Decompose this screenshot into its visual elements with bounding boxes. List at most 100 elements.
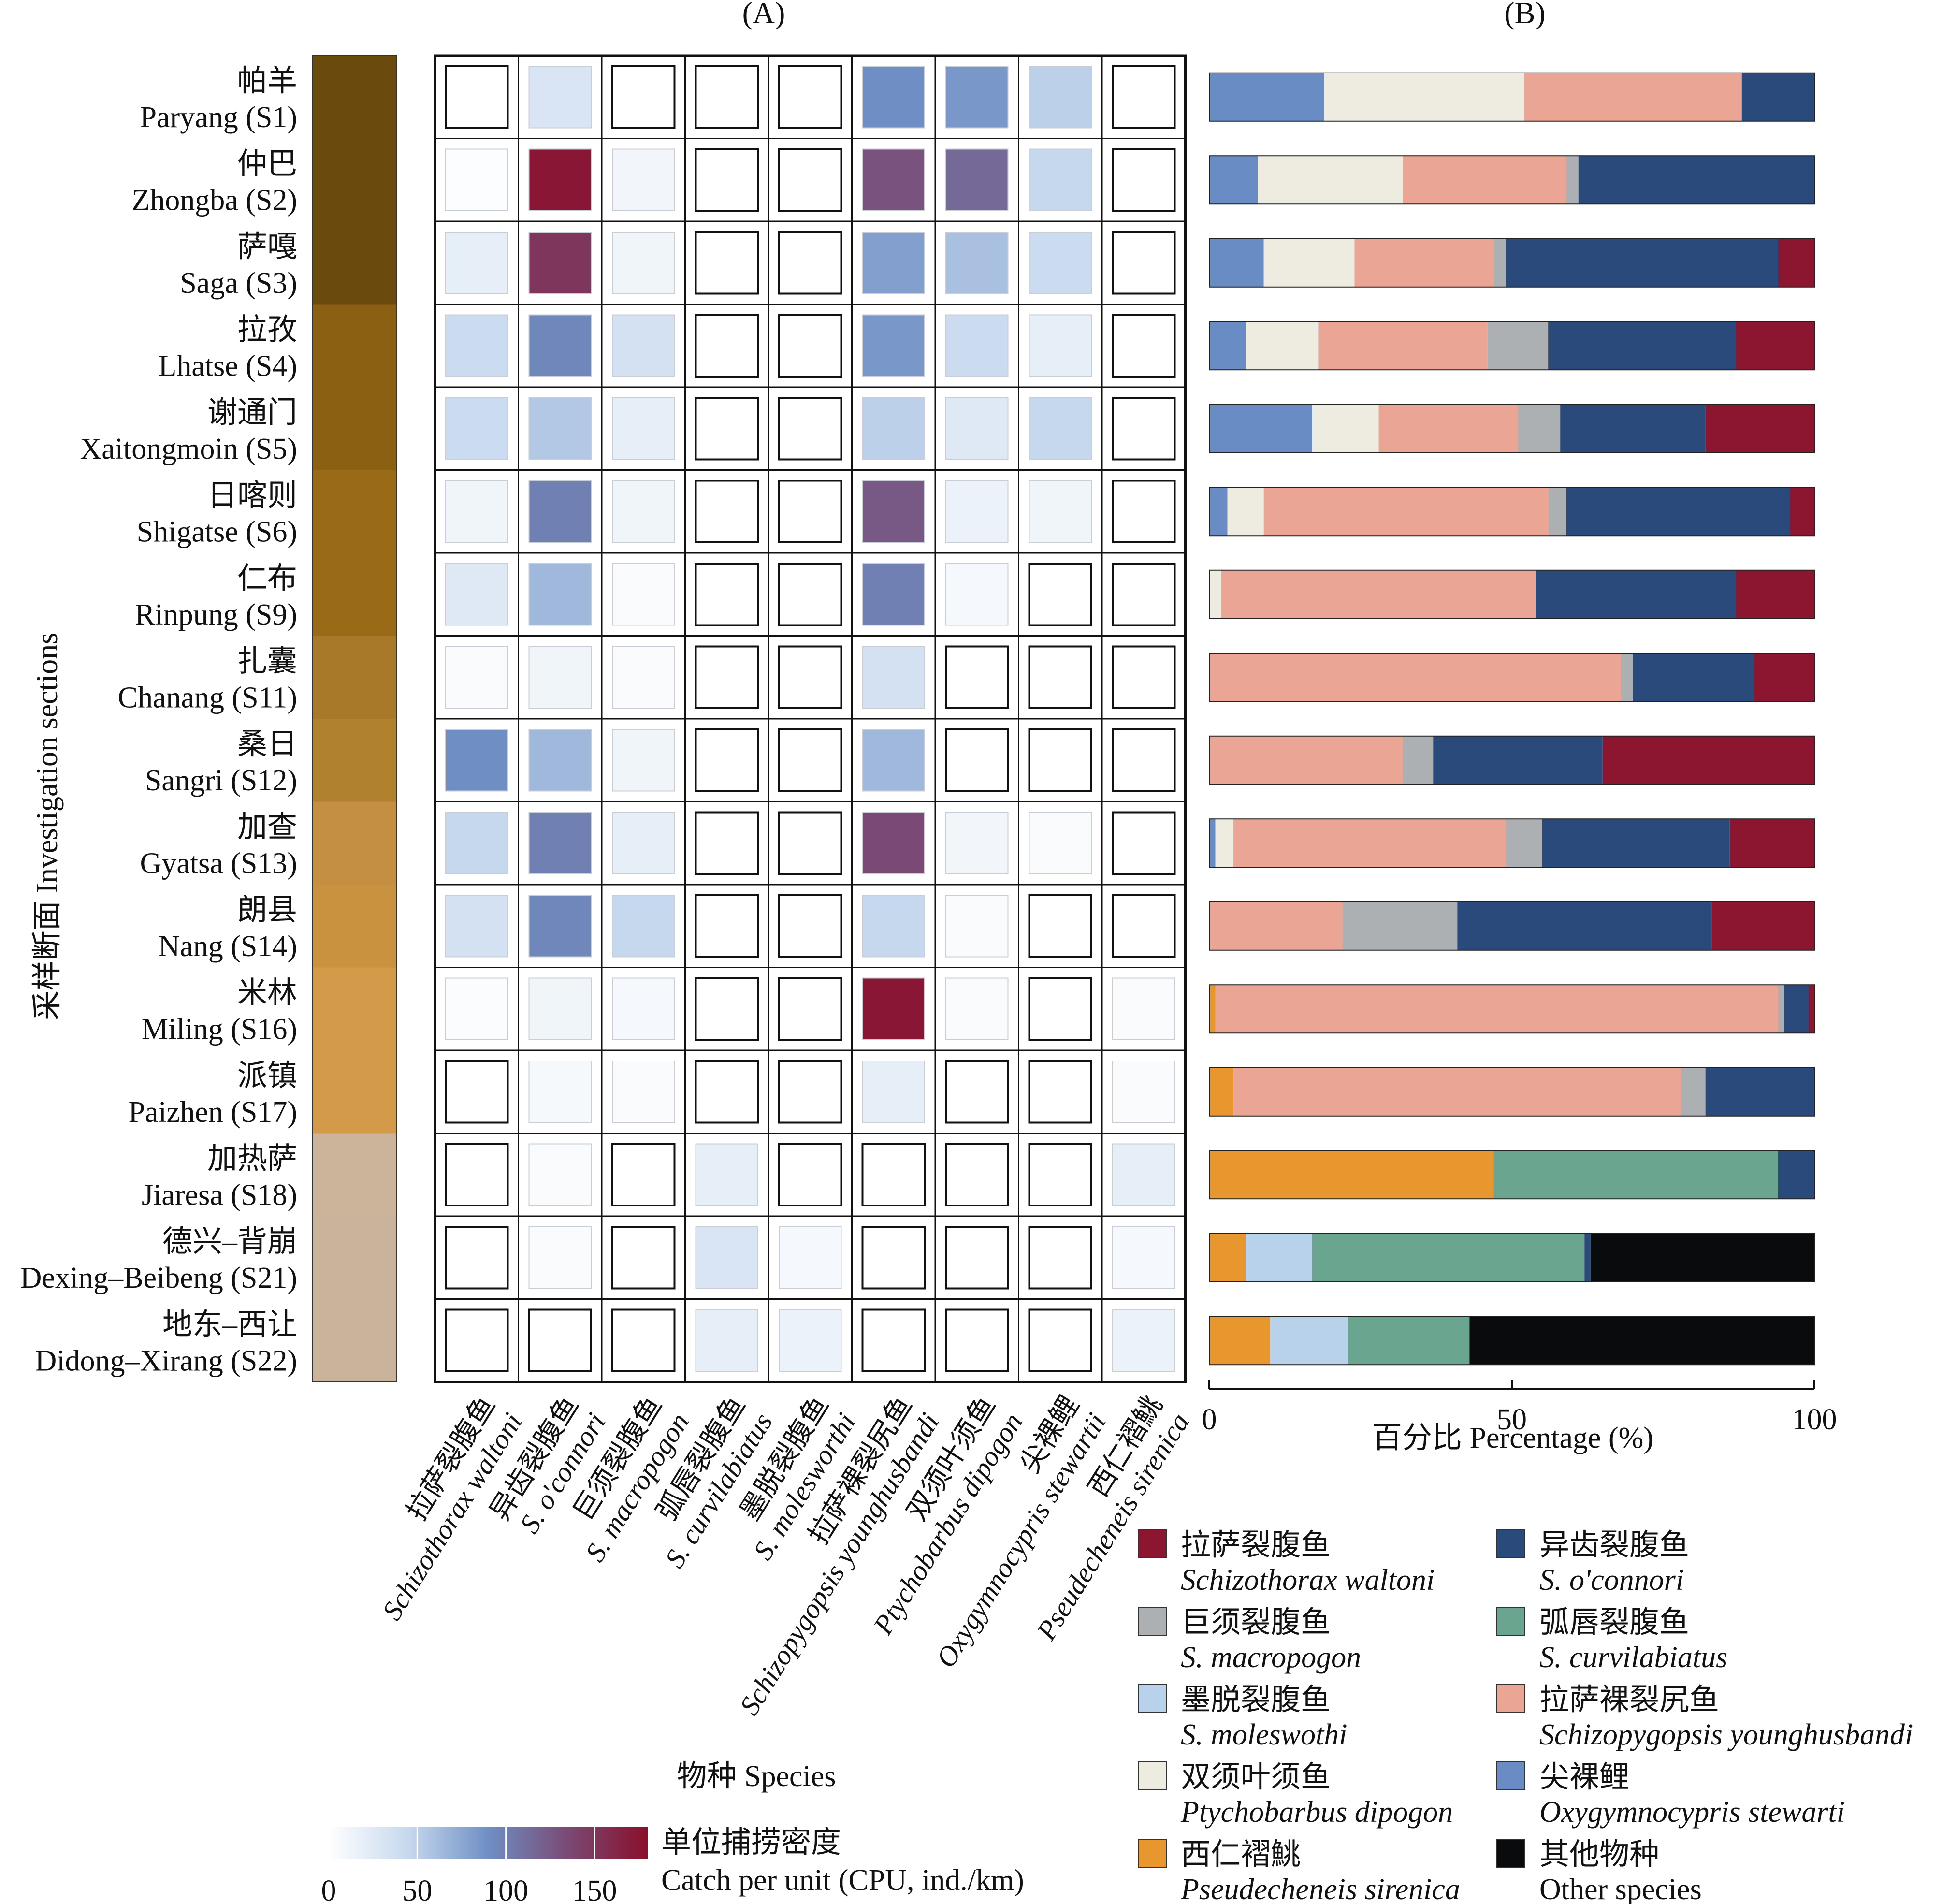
heatmap-cell [861,1226,926,1290]
site-label-cn: 地东–西让 [162,1308,297,1341]
colorbar-gradient [329,1827,648,1859]
heatmap-cell [862,314,925,377]
percentage-bar-segment [1324,73,1524,121]
percentage-bar-segment [1548,321,1736,370]
percentage-bar-segment [1354,238,1494,287]
heatmap-cell [778,314,842,378]
heatmap-cell [862,729,925,792]
site-label-en: Paryang (S1) [140,101,297,134]
heatmap-cell [862,812,925,874]
heatmap-cell [528,895,592,958]
legend-label-latin: S. macropogon [1181,1641,1361,1674]
section-strip-cell [313,636,396,719]
bar-x-axis-title: 百分比 Percentage (%) [1372,1422,1653,1454]
heatmap-x-axis-title: 物种 Species [677,1760,836,1793]
percentage-bar-segment [1784,985,1809,1033]
percentage-bar-segment [1312,1233,1585,1282]
site-label-cn: 加热萨 [207,1143,297,1176]
percentage-bar-segment [1741,73,1814,121]
heatmap-cell [695,894,759,958]
site-label-en: Sangri (S12) [145,764,297,797]
heatmap-cell [778,231,842,295]
legend-label-cn: 尖裸鲤 [1539,1761,1629,1794]
percentage-bar-segment [1542,819,1730,868]
section-strip-cell [313,801,396,885]
percentage-bar-outline [1209,569,1815,619]
heatmap-cell [945,66,1009,129]
heatmap-cell [528,812,592,874]
heatmap-cell [612,812,675,874]
legend-label-latin: S. curvilabiatus [1539,1641,1727,1674]
percentage-bar-outline [1209,487,1815,537]
section-strip-cell [313,719,396,802]
heatmap-cell [528,646,592,709]
heatmap-cell [528,729,592,792]
heatmap-cell [445,812,508,874]
cpu-heatmap [434,54,1187,1383]
heatmap-cell [695,480,759,543]
heatmap-cell [528,1308,592,1372]
heatmap-cell [1112,314,1176,378]
heatmap-cell [862,148,925,211]
colorbar-tick-label: 100 [483,1875,528,1904]
percentage-bar-segment [1263,238,1355,287]
site-label-en: Lhatse (S4) [158,350,297,383]
heatmap-cell [1028,977,1092,1041]
heatmap-cell [528,1061,592,1123]
panel-b-label: (B) [1504,0,1545,30]
heatmap-cell [945,977,1009,1040]
legend-swatch [1138,1684,1167,1713]
site-label-cn: 仲巴 [237,148,297,181]
heatmap-cell [528,148,592,211]
percentage-bar-segment [1209,570,1222,619]
legend-label-cn: 拉萨裂腹鱼 [1181,1529,1331,1562]
percentage-bar-segment [1312,404,1379,453]
heatmap-cell [695,1226,758,1289]
percentage-bar-segment [1209,487,1228,536]
heatmap-cell [862,563,925,626]
legend-label-cn: 异齿裂腹鱼 [1539,1529,1689,1562]
percentage-bar-segment [1270,1316,1348,1365]
heatmap-cell [1029,314,1092,377]
section-strip-cell [313,553,396,637]
site-label-en: Miling (S16) [142,1013,297,1046]
legend-swatch [1138,1761,1167,1790]
legend-swatch [1496,1761,1525,1790]
percentage-bar-segment [1524,73,1742,121]
heatmap-cell [862,646,925,709]
heatmap-cell [1112,1143,1175,1206]
heatmap-cell [861,1308,926,1372]
percentage-bar-segment [1209,985,1216,1033]
heatmap-cell [862,232,925,294]
heatmap-cell [779,1309,842,1372]
site-label-cn: 仁布 [237,562,297,595]
legend-swatch [1138,1529,1167,1558]
heatmap-cell [862,480,925,543]
percentage-bar-segment [1711,901,1814,950]
heatmap-cell [945,148,1009,211]
heatmap-cell [528,1143,592,1206]
legend-label-latin: Oxygymnocypris stewarti [1539,1796,1845,1829]
heatmap-cell [1112,728,1176,792]
section-strip-cell [313,56,396,139]
section-strip-cell [313,1050,396,1134]
heatmap-cell [1112,977,1175,1040]
section-strip-cell [313,387,396,471]
percentage-bar-segment [1318,321,1488,370]
percentage-bar-outline [1209,404,1815,453]
heatmap-cell [778,645,842,709]
percentage-bar-segment [1681,1067,1706,1116]
legend-swatch [1496,1684,1525,1713]
heatmap-cell [612,977,675,1040]
percentage-bar-segment [1566,156,1579,204]
percentage-bar-segment [1584,1233,1591,1282]
percentage-bar-segment [1263,487,1549,536]
heatmap-cell [445,148,508,211]
legend-label-cn: 弧唇裂腹鱼 [1539,1606,1689,1639]
heatmap-cell [945,397,1009,460]
river-section-strip [312,55,397,1382]
site-label-cn: 加查 [237,811,297,844]
heatmap-cell [1028,1060,1092,1124]
